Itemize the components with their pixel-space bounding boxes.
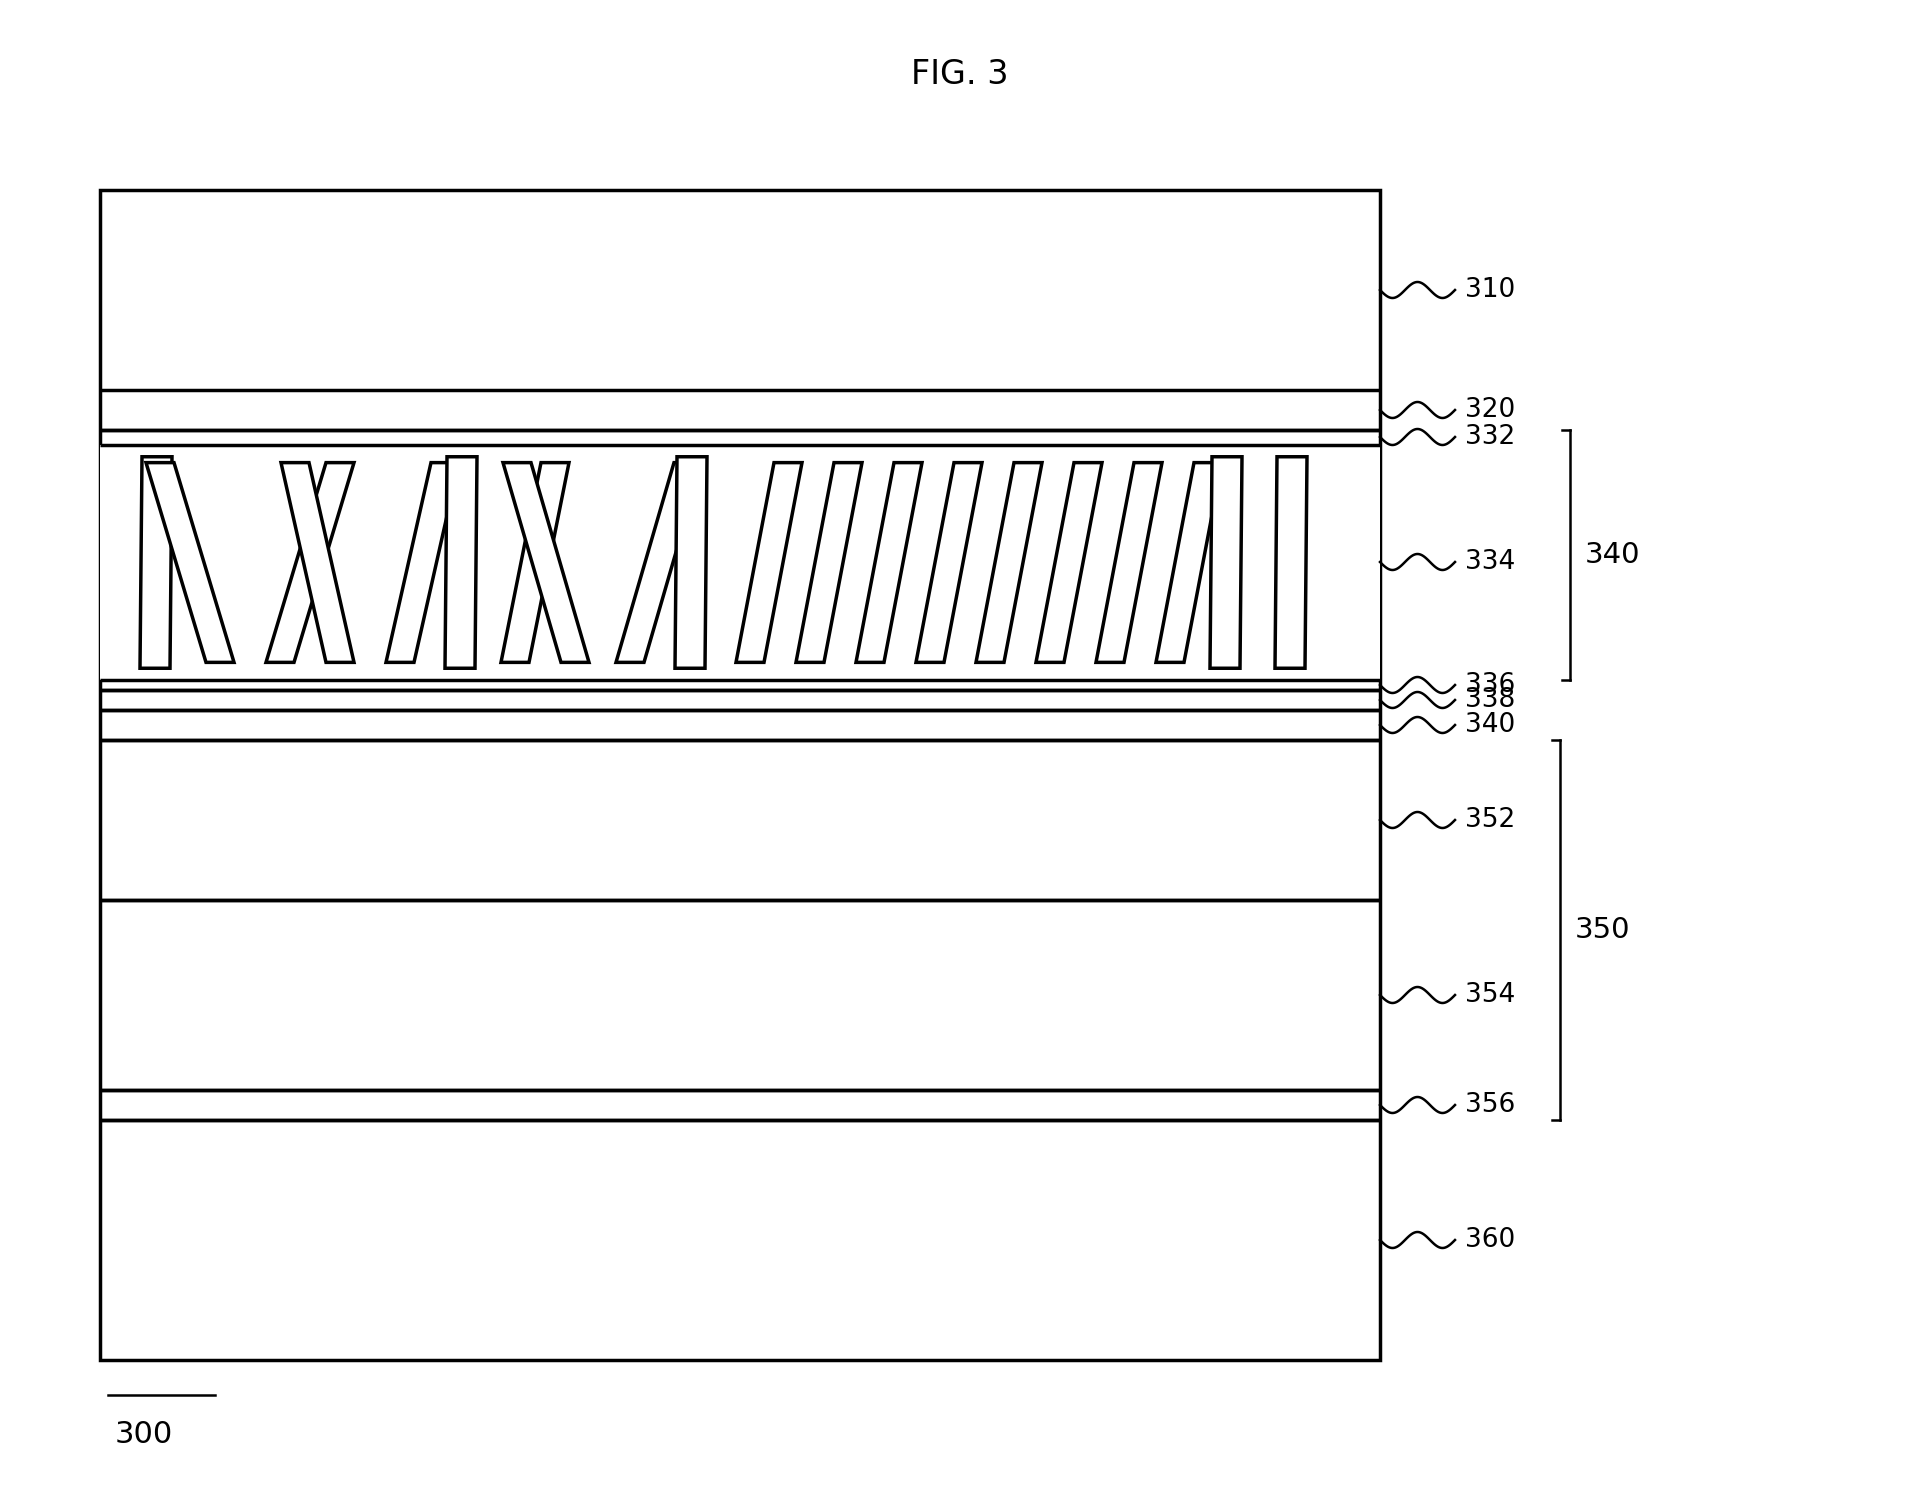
Polygon shape bbox=[1211, 457, 1242, 668]
Text: 320: 320 bbox=[1464, 397, 1516, 424]
Text: 354: 354 bbox=[1464, 982, 1516, 1009]
Polygon shape bbox=[445, 457, 478, 668]
Text: 338: 338 bbox=[1464, 686, 1516, 713]
Text: FIG. 3: FIG. 3 bbox=[912, 58, 1007, 91]
Polygon shape bbox=[977, 463, 1042, 662]
Polygon shape bbox=[796, 463, 862, 662]
Text: 334: 334 bbox=[1464, 549, 1516, 574]
Text: 336: 336 bbox=[1464, 671, 1516, 698]
Polygon shape bbox=[1036, 463, 1102, 662]
Text: 356: 356 bbox=[1464, 1092, 1516, 1118]
Polygon shape bbox=[915, 463, 983, 662]
Polygon shape bbox=[675, 457, 706, 668]
Text: 310: 310 bbox=[1464, 278, 1516, 303]
Polygon shape bbox=[146, 463, 234, 662]
Bar bbox=[100, 445, 1380, 680]
Text: 360: 360 bbox=[1464, 1226, 1516, 1253]
Polygon shape bbox=[501, 463, 570, 662]
Text: 332: 332 bbox=[1464, 424, 1516, 451]
Text: 300: 300 bbox=[115, 1420, 173, 1449]
Polygon shape bbox=[856, 463, 921, 662]
Polygon shape bbox=[616, 463, 702, 662]
Polygon shape bbox=[1274, 457, 1307, 668]
Polygon shape bbox=[280, 463, 353, 662]
Polygon shape bbox=[267, 463, 353, 662]
Text: 352: 352 bbox=[1464, 807, 1516, 833]
Polygon shape bbox=[386, 463, 459, 662]
Polygon shape bbox=[140, 457, 173, 668]
Text: 350: 350 bbox=[1575, 916, 1631, 944]
Polygon shape bbox=[737, 463, 802, 662]
Polygon shape bbox=[1096, 463, 1163, 662]
Bar bbox=[100, 189, 1380, 1361]
Polygon shape bbox=[1155, 463, 1222, 662]
Text: 340: 340 bbox=[1464, 712, 1516, 739]
Text: 340: 340 bbox=[1585, 542, 1641, 568]
Polygon shape bbox=[503, 463, 589, 662]
